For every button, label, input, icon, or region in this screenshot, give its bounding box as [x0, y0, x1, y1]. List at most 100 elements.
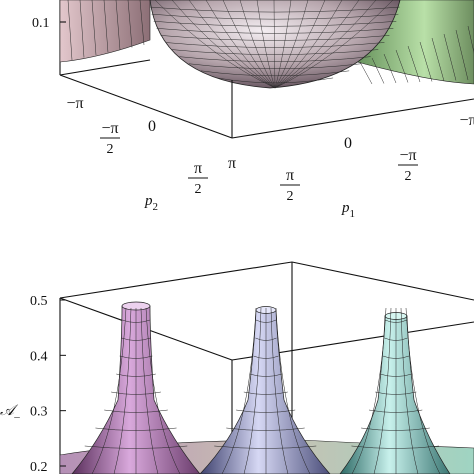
- lobe-mesh-line: [419, 41, 433, 82]
- p2-tick-label: −π 2: [100, 120, 120, 157]
- dome-mesh-line: [274, 0, 309, 89]
- peak-mesh-line: [113, 307, 132, 474]
- z-tick-label: 0.3: [30, 405, 48, 420]
- peak-mesh-line: [351, 445, 440, 449]
- lobe-mesh-line: [67, 0, 73, 61]
- dome-mesh-line: [165, 42, 385, 48]
- peak-mesh-line: [275, 307, 311, 474]
- lobe-mesh-line: [359, 61, 373, 85]
- dome-mesh-line: [188, 0, 276, 89]
- dome-mesh-line: [256, 0, 276, 89]
- peak-mesh-line: [351, 307, 387, 474]
- p2-tick-label-numerator: −π: [101, 120, 118, 137]
- peak-mesh-line: [373, 307, 392, 474]
- top-box-edge-back-left: [59, 59, 151, 76]
- dome-mesh-line: [274, 0, 377, 89]
- lobe-mesh-line: [91, 0, 97, 56]
- top-z-tick-label: 0.1: [32, 16, 50, 31]
- peak-mesh-line: [270, 307, 289, 474]
- dome-mesh-line: [179, 56, 371, 62]
- dome-mesh-line: [156, 28, 394, 34]
- p1-tick-label-denominator: 2: [287, 189, 294, 204]
- dome-mesh-line: [154, 0, 276, 89]
- dome-mesh-line: [151, 13, 399, 20]
- p1-tick-label-text: −π: [459, 112, 474, 129]
- dome-mesh-line: [274, 0, 343, 89]
- top-right-lobe-mesh: [359, 25, 474, 85]
- lobe-mesh-line: [431, 37, 445, 82]
- lobe-mesh-line: [139, 0, 145, 46]
- peak-mesh-line: [140, 307, 159, 474]
- top-dome-mesh: [150, 0, 400, 89]
- z-tick-label: 0.2: [30, 460, 48, 474]
- top-box-edge-left: [59, 74, 233, 139]
- lobe-mesh-line: [79, 0, 85, 58]
- dome-mesh-line: [205, 0, 276, 89]
- lobe-mesh-line: [407, 45, 421, 83]
- bottom-box-top-left: [59, 261, 293, 299]
- p1-tick-label-denominator: 2: [405, 169, 412, 184]
- z-tick-label: 0.4: [30, 349, 48, 364]
- lobe-mesh-line: [443, 33, 457, 81]
- peak-mesh-line: [221, 307, 257, 474]
- dome-mesh-line: [171, 49, 379, 55]
- peak-mesh-line: [226, 427, 305, 431]
- peak-right: [339, 315, 451, 474]
- p2-tick-label: 0: [148, 118, 156, 135]
- peak-mesh-line: [214, 445, 317, 449]
- lobe-mesh-line: [371, 57, 385, 84]
- dome-mesh-line: [274, 0, 292, 89]
- top-left-lobe: [59, 0, 151, 63]
- peak-mesh-line: [145, 307, 181, 474]
- lobe-mesh-line: [467, 25, 474, 54]
- peak-mesh-line: [361, 427, 430, 431]
- bottom-box-top-right: [291, 261, 474, 301]
- dome-mesh-line: [171, 0, 276, 89]
- p2-tick-label: π2: [188, 160, 208, 197]
- p1-tick-label: −π 2: [398, 147, 418, 184]
- top-box-edge-right: [231, 98, 474, 139]
- dome-mesh-line: [274, 0, 326, 89]
- lobe-mesh-line: [383, 53, 397, 84]
- dome-mesh-line: [222, 0, 276, 89]
- top-p1-ticks: π20−π2−π: [280, 112, 474, 204]
- bottom-surface-plot: 0.5 0.4 0.3 0.2 𝒜–: [0, 261, 474, 474]
- lobe-mesh-line: [395, 49, 409, 83]
- peak-mesh-line: [243, 307, 262, 474]
- p2-tick-label-text: 0: [148, 118, 156, 135]
- dome-mesh-line: [150, 6, 400, 13]
- p2-tick-label-text: π: [228, 155, 236, 172]
- dome-mesh-line: [239, 0, 276, 89]
- p1-tick-label: π2: [280, 167, 300, 204]
- p1-tick-label-text: 0: [344, 135, 352, 152]
- dome-mesh-line: [273, 0, 276, 89]
- bottom-z-ticks: 0.5 0.4 0.3 0.2: [30, 294, 66, 474]
- dome-mesh-line: [160, 35, 390, 41]
- top-p2-axis-label: p2: [144, 193, 158, 213]
- p2-tick-label-text: −π: [66, 95, 83, 112]
- p1-tick-label-numerator: −π: [399, 147, 416, 164]
- dome-mesh-line: [274, 0, 394, 89]
- p1-tick-label: −π: [459, 112, 474, 129]
- lobe-mesh-line: [115, 0, 121, 51]
- dome-mesh-line: [153, 21, 397, 27]
- p2-tick-label-numerator: π: [194, 160, 202, 177]
- p1-tick-label-numerator: π: [286, 167, 294, 184]
- peak-mesh-line: [400, 307, 419, 474]
- peak-mesh-line: [405, 307, 441, 474]
- p2-tick-label: −π: [66, 95, 83, 112]
- lobe-mesh-line: [103, 0, 109, 53]
- peak-mesh-line: [91, 307, 127, 474]
- bottom-peaks-mesh: [84, 307, 441, 474]
- lobe-mesh-line: [127, 0, 133, 48]
- bottom-z-axis-label: 𝒜–: [0, 403, 20, 423]
- top-p1-axis-label: p1: [341, 200, 355, 220]
- p2-tick-label-denominator: 2: [195, 182, 202, 197]
- lobe-mesh-line: [455, 29, 469, 81]
- dome-mesh-line: [274, 0, 360, 89]
- p2-tick-label-denominator: 2: [107, 142, 114, 157]
- p1-tick-label: 0: [344, 135, 352, 152]
